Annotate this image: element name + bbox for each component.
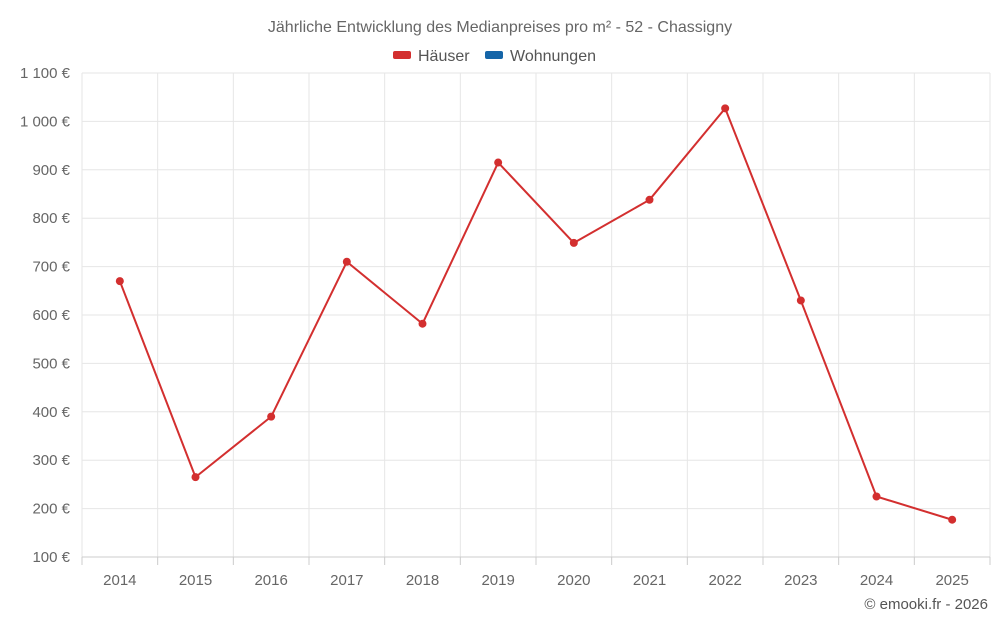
legend-label-haeuser: Häuser	[418, 48, 470, 65]
data-point-2023[interactable]	[796, 296, 805, 305]
legend-item-haeuser[interactable]: Häuser	[393, 48, 470, 65]
x-tick-label: 2021	[633, 572, 666, 589]
x-axis-ticks: 2014 2015 2016 2017 2018 2019 2020 2021 2022 2023…	[81, 557, 991, 589]
data-point-2017[interactable]	[342, 257, 351, 266]
y-tick-label: 1 000 €	[20, 113, 71, 130]
legend: Häuser Wohnungen	[393, 48, 596, 65]
x-tick-label: 2015	[179, 572, 212, 589]
grid	[81, 72, 991, 557]
data-point-2022[interactable]	[721, 104, 730, 113]
x-tick-label: 2022	[708, 572, 741, 589]
credit-text: © emooki.fr - 2026	[864, 596, 988, 613]
legend-label-wohnungen: Wohnungen	[510, 48, 596, 65]
legend-swatch-wohnungen	[485, 51, 503, 59]
y-tick-label: 800 €	[32, 210, 70, 227]
data-point-2021[interactable]	[645, 195, 654, 204]
x-tick-label: 2025	[935, 572, 968, 589]
data-point-2019[interactable]	[494, 158, 503, 167]
data-point-2025[interactable]	[948, 515, 957, 524]
data-point-2014[interactable]	[115, 277, 124, 286]
data-point-2024[interactable]	[872, 492, 881, 501]
y-axis-ticks: 100 € 200 € 300 € 400 € 500 € 600 € 700 € 800 €…	[20, 65, 71, 566]
data-point-2020[interactable]	[569, 238, 578, 247]
x-tick-label: 2018	[406, 572, 439, 589]
series-haeuser	[115, 104, 957, 524]
y-tick-label: 100 €	[32, 549, 70, 566]
y-tick-label: 200 €	[32, 501, 70, 518]
series-line-haeuser	[118, 107, 953, 521]
x-tick-label: 2017	[330, 572, 363, 589]
data-point-2018[interactable]	[418, 319, 427, 328]
y-tick-label: 700 €	[32, 259, 70, 276]
x-tick-label: 2019	[481, 572, 514, 589]
y-tick-label: 400 €	[32, 404, 70, 421]
x-tick-label: 2023	[784, 572, 817, 589]
x-tick-label: 2024	[860, 572, 893, 589]
data-point-2016[interactable]	[267, 412, 276, 421]
y-tick-label: 300 €	[32, 452, 70, 469]
x-tick-label: 2014	[103, 572, 136, 589]
legend-item-wohnungen[interactable]: Wohnungen	[485, 48, 596, 65]
y-tick-label: 600 €	[32, 307, 70, 324]
y-tick-label: 1 100 €	[20, 65, 71, 82]
chart-title: Jährliche Entwicklung des Medianpreises …	[268, 19, 732, 36]
legend-swatch-haeuser	[393, 51, 411, 59]
y-tick-label: 900 €	[32, 162, 70, 179]
x-tick-label: 2020	[557, 572, 590, 589]
data-point-2015[interactable]	[191, 473, 200, 482]
y-tick-label: 500 €	[32, 355, 70, 372]
x-tick-label: 2016	[254, 572, 287, 589]
